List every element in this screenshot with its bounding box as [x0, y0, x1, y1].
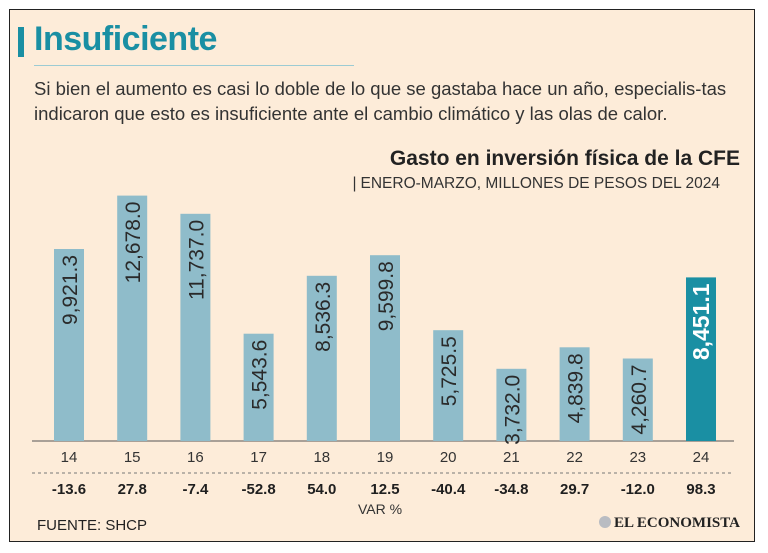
bar-21: [496, 368, 527, 441]
chart-title: Gasto en inversión física de la CFE: [389, 147, 740, 170]
x-tick-label-17: 17: [250, 449, 267, 466]
bar-22: [559, 347, 590, 441]
bar-17: [243, 333, 274, 441]
title-accent-bar: [18, 27, 24, 57]
chart-subtitle-text: ENERO-MARZO, MILLONES DE PESOS DEL 2024: [360, 175, 720, 192]
bar-23: [622, 358, 653, 441]
x-tick-label-16: 16: [187, 449, 204, 466]
value-label-14: 9,921.3: [59, 255, 82, 325]
value-label-22: 4,839.8: [565, 353, 588, 423]
title-underline: [34, 65, 354, 66]
publisher-logo-text: EL ECONOMISTA: [614, 515, 740, 531]
lede-paragraph: Si bien el aumento es casi lo doble de l…: [34, 78, 727, 124]
value-label-15: 12,678.0: [122, 202, 145, 284]
value-label-18: 8,536.3: [312, 282, 335, 352]
x-tick-label-24: 24: [693, 449, 710, 466]
bar-14: [54, 249, 84, 441]
var-pct-18: 54.0: [307, 481, 336, 498]
bar-20: [433, 330, 464, 441]
x-tick-label-15: 15: [124, 449, 141, 466]
source-note: FUENTE: SHCP: [37, 517, 148, 534]
value-label-24: 8,451.1: [688, 283, 714, 360]
var-pct-23: -12.0: [621, 481, 655, 498]
value-label-21: 3,732.0: [501, 375, 524, 445]
var-pct-14: -13.6: [52, 481, 86, 498]
x-tick-label-22: 22: [566, 449, 583, 466]
infographic-frame: Insuficiente Si bien el aumento es casi …: [9, 9, 755, 542]
x-tick-label-23: 23: [629, 449, 646, 466]
x-tick-label-21: 21: [503, 449, 520, 466]
var-pct-label: VAR %: [358, 501, 402, 517]
bar-chart: 9,921.3 14 -13.6 12,678.0 15 27.8 11,737.0 16 -7…: [32, 195, 734, 517]
bar-24: [686, 277, 716, 441]
x-tick-label-14: 14: [61, 449, 78, 466]
value-label-23: 4,260.7: [628, 365, 651, 435]
var-pct-22: 29.7: [560, 481, 589, 498]
var-pct-20: -40.4: [431, 481, 466, 498]
bar-16: [180, 213, 211, 441]
x-tick-label-20: 20: [440, 449, 457, 466]
page-title: Insuficiente: [34, 20, 217, 58]
var-pct-19: 12.5: [370, 481, 399, 498]
x-tick-label-19: 19: [377, 449, 394, 466]
bar-18: [306, 275, 337, 441]
subtitle-pipe-divider: |: [352, 175, 357, 192]
logo-mark-icon: [599, 516, 611, 528]
value-label-19: 9,599.8: [375, 261, 398, 331]
var-pct-16: -7.4: [182, 481, 209, 498]
bar-19: [370, 255, 400, 441]
chart-subtitle: | ENERO-MARZO, MILLONES DE PESOS DEL 2024: [352, 175, 720, 193]
var-pct-24: 98.3: [686, 481, 715, 498]
var-pct-15: 27.8: [118, 481, 147, 498]
value-label-17: 5,543.6: [249, 340, 272, 410]
var-pct-21: -34.8: [494, 481, 528, 498]
value-label-20: 5,725.5: [438, 336, 461, 406]
publisher-logo: EL ECONOMISTA: [599, 515, 740, 532]
bar-15: [117, 195, 148, 441]
x-tick-label-18: 18: [313, 449, 330, 466]
value-label-16: 11,737.0: [185, 220, 208, 300]
var-pct-17: -52.8: [241, 481, 275, 498]
